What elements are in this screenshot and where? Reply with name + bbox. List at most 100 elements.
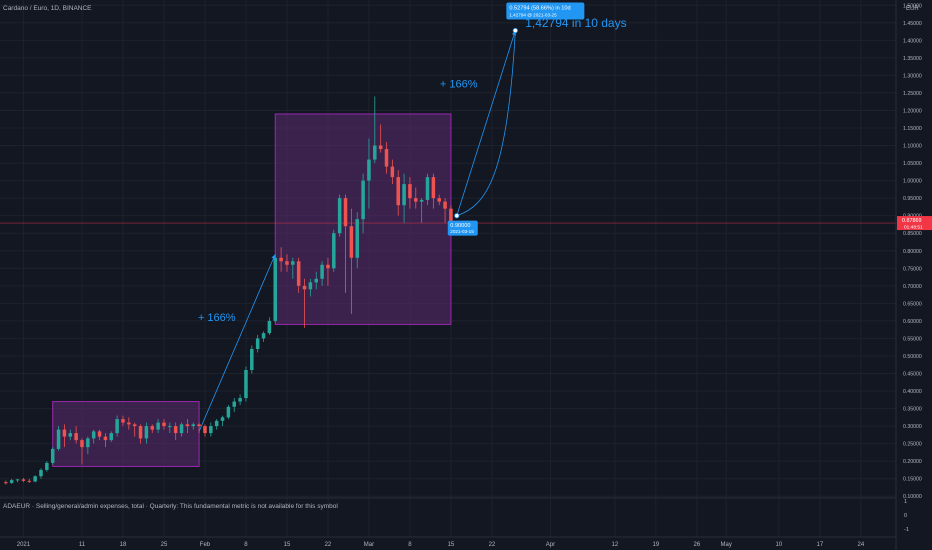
candle-body — [250, 348, 254, 370]
projection-line-1-arrowhead — [271, 254, 276, 260]
candle-body — [384, 149, 389, 167]
candle-body — [91, 431, 96, 439]
x-tick-label: 19 — [653, 542, 660, 548]
candle-body — [273, 257, 277, 321]
x-tick-label: 15 — [284, 542, 291, 548]
current-price-value: 0.87869 — [902, 218, 922, 224]
candle-body — [121, 419, 125, 423]
price-axis[interactable]: 1.50000 1.45000 1.40000 1.35000 1.30000 1.250… — [903, 3, 922, 500]
x-tick-label: 12 — [612, 542, 619, 548]
candle-body — [343, 198, 348, 227]
y-tick-label: 1.05000 — [903, 161, 922, 167]
candle-body — [4, 482, 8, 484]
candle-body — [80, 440, 84, 448]
candle-body — [373, 145, 377, 160]
candle-body — [138, 426, 143, 439]
candle-body — [378, 145, 383, 150]
candle-body — [355, 219, 359, 258]
candle-body — [9, 480, 14, 483]
y-tick-label: 1.00000 — [903, 179, 922, 185]
candle-body — [127, 422, 131, 425]
y-tick-label: 1.25000 — [903, 91, 922, 97]
candle-body — [332, 233, 336, 269]
candle-body — [449, 208, 453, 223]
indicator-tick-label: -1 — [904, 527, 909, 533]
candle-body — [144, 426, 149, 439]
x-tick-label: 15 — [448, 542, 455, 548]
y-tick-label: 0.85000 — [903, 231, 922, 237]
current-price-countdown: 01:48:51 — [904, 225, 923, 231]
x-tick-label: 10 — [776, 542, 783, 548]
candle-body — [408, 184, 412, 199]
candle-body — [255, 338, 260, 349]
target-label-line2: 1.42794 @ 2021-03-25 — [509, 13, 557, 18]
candle-body — [285, 261, 289, 265]
indicator-tick-label: 0 — [904, 513, 907, 519]
x-tick-label: 18 — [120, 542, 127, 548]
candles — [4, 96, 453, 485]
indicator-label: ADAEUR · Selling/general/admin expenses,… — [3, 503, 338, 510]
start-label-box — [447, 220, 478, 236]
candle-body — [197, 424, 201, 427]
x-tick-label: May — [720, 542, 731, 548]
candle-body — [425, 177, 430, 200]
x-tick-label: Apr — [546, 542, 555, 548]
candle-body — [50, 448, 55, 463]
projection-start-point — [454, 213, 460, 219]
candle-body — [402, 184, 406, 206]
candle-body — [68, 433, 73, 437]
y-tick-label: 0.10000 — [903, 494, 922, 500]
current-price-tag-box — [897, 216, 932, 231]
y-tick-label: 0.95000 — [903, 196, 922, 202]
candle-body — [62, 429, 67, 437]
y-tick-label: 0.80000 — [903, 249, 922, 255]
candle-body — [437, 198, 441, 202]
candle-body — [244, 369, 248, 399]
candle-body — [296, 261, 301, 286]
candle-body — [74, 433, 78, 441]
candle-body — [109, 433, 114, 441]
y-tick-label: 1.35000 — [903, 56, 922, 62]
candle-body — [320, 264, 324, 279]
candle-body — [337, 198, 342, 234]
candle-body — [156, 422, 160, 430]
candle-body — [238, 398, 242, 402]
candle-body — [203, 426, 207, 434]
candle-body — [220, 417, 225, 421]
indicator-axis: 1 0 -1 — [904, 499, 909, 533]
y-tick-label: 1.10000 — [903, 144, 922, 150]
y-tick-label: 1.30000 — [903, 73, 922, 79]
candle-body — [302, 285, 307, 290]
y-tick-label: 0.50000 — [903, 354, 922, 360]
candle-body — [27, 480, 32, 482]
projection-line-1 — [198, 254, 276, 432]
candle-body — [33, 476, 37, 482]
candle-body — [267, 320, 272, 334]
y-tick-label: 0.65000 — [903, 301, 922, 307]
y-tick-label: 0.20000 — [903, 459, 922, 465]
start-label-line2: 2021-03-15 — [450, 229, 474, 234]
y-tick-label: 0.15000 — [903, 477, 922, 483]
x-tick-label: 17 — [817, 542, 824, 548]
annotation-text: + 166% — [198, 312, 236, 324]
y-tick-label: 0.55000 — [903, 336, 922, 342]
symbol-label: Cardano / Euro, 1D, BINANCE — [3, 5, 92, 12]
candle-body — [232, 401, 237, 407]
y-tick-label: 1.40000 — [903, 38, 922, 44]
y-tick-label: 0.25000 — [903, 442, 922, 448]
candle-body — [361, 180, 365, 220]
candle-body — [173, 426, 178, 434]
candle-body — [367, 159, 371, 181]
candle-body — [314, 278, 318, 283]
candle-body — [168, 426, 172, 428]
time-axis[interactable]: 2021 11 18 25 Feb 8 15 22 Mar 8 15 22 Apr 12 19 26 May 10… — [17, 542, 865, 548]
y-tick-label: 0.35000 — [903, 407, 922, 413]
candle-body — [209, 426, 213, 434]
x-tick-label: 25 — [161, 542, 168, 548]
x-tick-label: 22 — [489, 542, 496, 548]
candle-body — [419, 199, 424, 202]
candle-body — [115, 419, 119, 434]
candle-body — [15, 479, 20, 481]
